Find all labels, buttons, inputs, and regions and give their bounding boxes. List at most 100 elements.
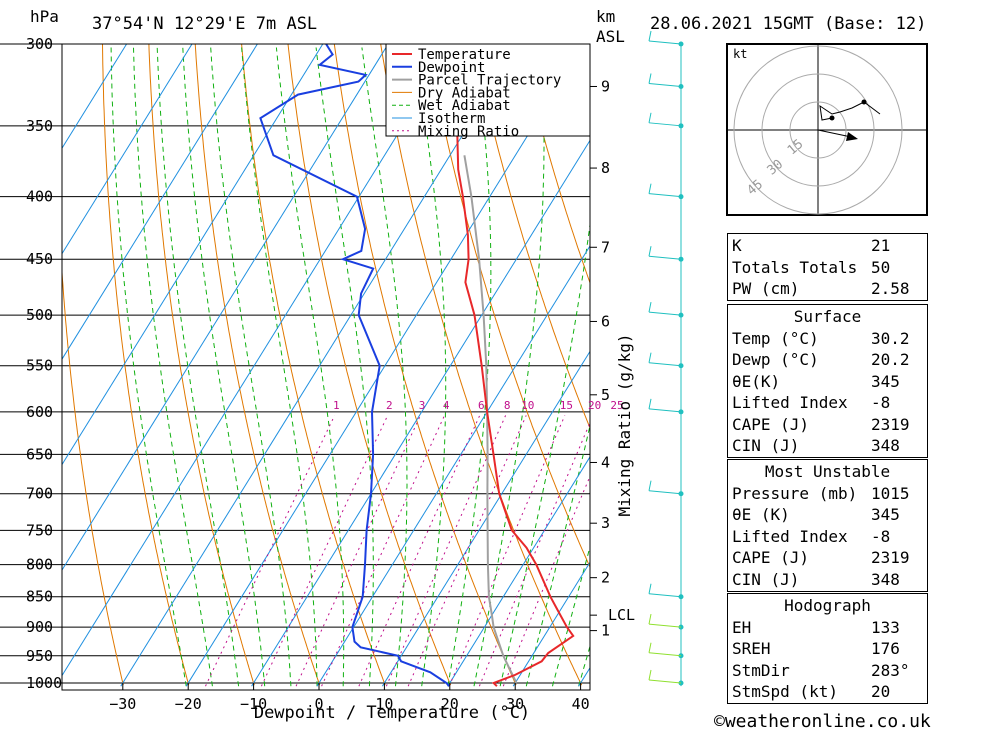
- hodograph-table-row: SREH 176: [728, 638, 927, 660]
- wet-adiabat-8: [315, 47, 374, 687]
- hodograph-table-label-0: EH: [732, 617, 752, 637]
- surface-row: CAPE (J) 2319: [728, 414, 927, 436]
- mixing-ratio-lines: [205, 415, 590, 687]
- wet-adiabat--4: [210, 47, 292, 687]
- x-tick-label--10: −10: [240, 695, 267, 713]
- isotherm-10: [381, 350, 590, 687]
- mixing-ratio-label-25: 25: [610, 399, 623, 412]
- mixing-ratio-label-8: 8: [504, 399, 511, 412]
- km-label-2: 2: [601, 569, 610, 587]
- wind-barb-flag-1000: [648, 669, 652, 681]
- dry-adiabat-170: [983, 44, 1000, 685]
- mixing-ratio-line-10: [407, 415, 527, 687]
- km-label-9: 9: [601, 77, 610, 95]
- legend-label-3: Dry Adiabat: [418, 85, 511, 101]
- dry-adiabat-60: [472, 44, 590, 430]
- mixing-ratio-label-3: 3: [419, 399, 426, 412]
- datetime-title: 28.06.2021 15GMT (Base: 12): [650, 14, 927, 34]
- mixing-ratio-line-4: [321, 415, 445, 687]
- legend-label-0: Temperature: [418, 47, 511, 63]
- surface-value-1: 20.2: [871, 350, 910, 369]
- pressure-label-350: 350: [26, 117, 53, 135]
- hodograph-table-label-2: StmDir: [732, 660, 790, 680]
- wet-adiabat-32: [525, 423, 590, 687]
- surface-label-2: θE(K): [732, 371, 781, 391]
- wet-adiabat-28: [499, 221, 590, 687]
- wind-barb-flag-950: [648, 642, 652, 653]
- pressure-axis-labels: 300 350 400 450 500 550 600 650 700 750 800 850 900 9…: [26, 35, 62, 692]
- mixing-ratio-line-1: [205, 415, 336, 687]
- surface-row: Temp (°C) 30.2: [728, 328, 927, 350]
- isotherms: [62, 44, 590, 687]
- hodograph-table-value-0: 133: [871, 617, 900, 637]
- height-unit-asl: ASL: [596, 27, 625, 46]
- hodograph-table-label-3: StmSpd (kt): [732, 682, 838, 701]
- wind-barb-flag-600: [648, 398, 652, 409]
- km-label-4: 4: [601, 453, 610, 471]
- mixing-ratio-line-6: [358, 415, 481, 687]
- most-unstable-label-4: CIN (J): [732, 569, 800, 589]
- dewpoint-profile: [259, 44, 450, 687]
- surface-label-5: CIN (J): [732, 436, 800, 455]
- wet-adiabat--20: [110, 47, 187, 687]
- surface-value-4: 2319: [871, 414, 910, 434]
- dry-adiabat-40: [380, 44, 583, 686]
- wind-barb-flag-700: [648, 480, 652, 491]
- surface-label-0: Temp (°C): [732, 328, 819, 348]
- hodograph-ring-0: [789, 101, 847, 159]
- x-axis-title: Dewpoint / Temperature (°C): [254, 703, 530, 723]
- legend-label-2: Parcel Trajectory: [418, 73, 561, 89]
- wind-barb-flag-300: [648, 30, 652, 42]
- wind-barb-shaft-850: [648, 593, 682, 598]
- legend-label-6: Mixing Ratio: [418, 124, 519, 140]
- wet-adiabat-20: [447, 47, 492, 687]
- wind-barb-shaft-950: [648, 652, 682, 657]
- most-unstable-row: Pressure (mb) 1015: [728, 483, 927, 505]
- km-label-6: 6: [601, 312, 610, 330]
- most-unstable-box: Most Unstable Pressure (mb) 1015 θE (K) 345 L…: [727, 459, 928, 592]
- surface-label-3: Lifted Index: [732, 393, 848, 412]
- surface-value-5: 348: [871, 436, 900, 455]
- pressure-label-700: 700: [26, 485, 53, 503]
- isotherm-20: [447, 455, 590, 687]
- most-unstable-value-3: 2319: [871, 548, 910, 567]
- index-label-0: K: [732, 236, 742, 255]
- x-tick-label-40: 40: [572, 695, 590, 713]
- wet-adiabat--16: [133, 47, 213, 687]
- isotherm--80: [62, 44, 193, 255]
- x-tick-label-20: 20: [441, 695, 459, 713]
- km-label-3: 3: [601, 514, 610, 532]
- site-credit[interactable]: ©weatheronline.co.uk: [714, 711, 931, 732]
- temperature-line: [450, 44, 575, 687]
- surface-label-4: CAPE (J): [732, 414, 810, 434]
- wet-adiabat-36: [552, 545, 590, 687]
- isotherm--10: [251, 139, 590, 687]
- isotherm--20: [185, 44, 585, 687]
- wind-barb-flag-550: [648, 352, 652, 363]
- surface-row: θE(K) 345: [728, 371, 927, 393]
- most-unstable-label-3: CAPE (J): [732, 548, 810, 567]
- isotherm--90: [62, 44, 128, 150]
- mixing-ratio-label-10: 10: [521, 399, 534, 412]
- mixing-ratio-line-20: [478, 421, 590, 687]
- isotherm--70: [62, 44, 258, 361]
- hodograph-table-title: Hodograph: [784, 596, 871, 615]
- wind-barb-shaft-600: [648, 408, 682, 413]
- most-unstable-row: θE (K) 345: [728, 504, 927, 526]
- wind-barb-shaft-325: [648, 82, 682, 87]
- wind-barb-shaft-500: [648, 311, 682, 316]
- index-label-1: Totals Totals: [732, 257, 858, 277]
- km-label-5: 5: [601, 386, 610, 404]
- pressure-label-900: 900: [26, 618, 53, 636]
- wind-barb-shaft-700: [648, 490, 682, 495]
- mixing-ratio-line-2: [260, 415, 389, 687]
- isotherm-0: [316, 244, 590, 687]
- hodograph-unit: kt: [733, 47, 747, 61]
- storm-motion-arrowhead: [846, 132, 858, 141]
- wind-barb-shaft-550: [648, 362, 682, 367]
- mixing-ratio-line-8: [385, 415, 507, 687]
